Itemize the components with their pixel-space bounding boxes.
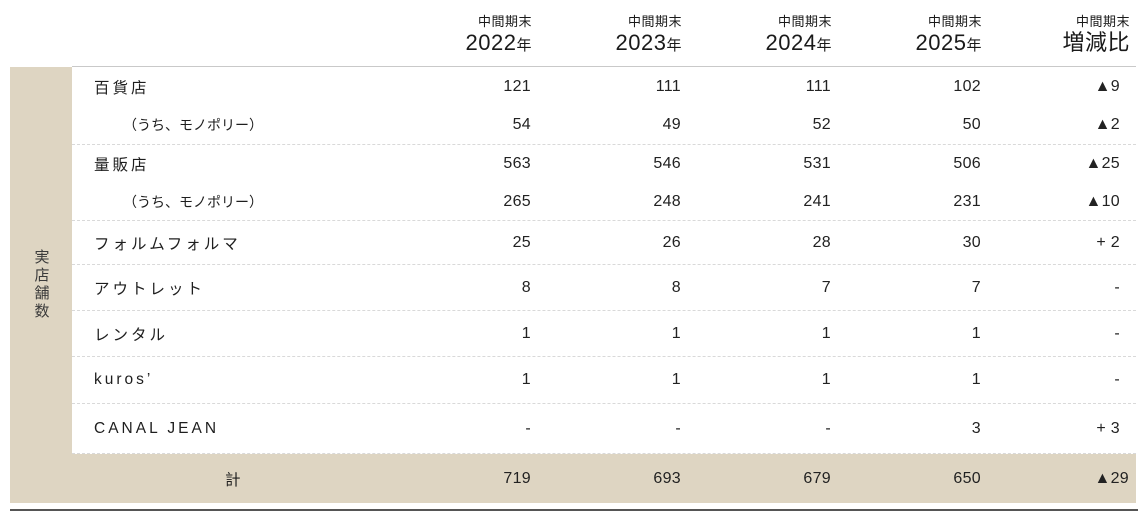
value-cell: 121 — [503, 77, 531, 95]
table-row: アウトレット 8 8 7 7 - — [72, 265, 1136, 311]
value-cell: ▲9 — [1094, 77, 1120, 95]
table-row: （うち、モノポリー） 265 248 241 231 ▲10 — [72, 183, 1136, 221]
row-group-label: 実店舗数 — [32, 249, 50, 321]
value-cell: 25 — [512, 233, 531, 251]
total-value-cell: 679 — [803, 469, 831, 487]
total-row: 計 719 693 679 650 ▲29 — [72, 454, 1136, 503]
value-cell: 241 — [803, 192, 831, 210]
value-cell: 1 — [671, 324, 681, 342]
column-header: 中間期末 2022年 — [388, 0, 538, 66]
table-content: 中間期末 2022年 中間期末 2023年 中間期末 2024年 中間期末 20… — [72, 0, 1136, 454]
table-row: （うち、モノポリー） 54 49 52 50 ▲2 — [72, 106, 1136, 145]
value-cell: 8 — [671, 278, 681, 296]
value-cell: 8 — [521, 278, 531, 296]
table-body: 百貨店 121 111 111 102 ▲9 （うち、モノポリー） 54 49 52 50 ▲2… — [72, 67, 1136, 454]
value-cell: 3 — [971, 419, 981, 437]
value-cell: 7 — [821, 278, 831, 296]
value-cell: 1 — [821, 371, 831, 388]
table-bottom-border — [10, 509, 1138, 511]
value-cell: 546 — [653, 155, 681, 172]
value-cell: + 3 — [1096, 419, 1120, 437]
row-label: kuros’ — [94, 371, 154, 388]
value-cell: - — [1114, 371, 1120, 388]
row-label: 量販店 — [94, 157, 150, 174]
value-cell: 1 — [971, 371, 981, 388]
total-value-cell: ▲29 — [1094, 469, 1129, 487]
column-period-label: 中間期末 — [1075, 14, 1130, 29]
value-cell: - — [1114, 278, 1120, 296]
value-cell: 50 — [962, 116, 981, 133]
column-year-label: 2025年 — [915, 30, 982, 55]
value-cell: 52 — [812, 116, 831, 133]
table-row: kuros’ 1 1 1 1 - — [72, 357, 1136, 404]
value-cell: - — [1114, 324, 1120, 342]
column-year-label: 2022年 — [465, 30, 532, 55]
value-cell: 265 — [503, 192, 531, 210]
table-row: 量販店 563 546 531 506 ▲25 — [72, 145, 1136, 183]
row-label: CANAL JEAN — [94, 419, 220, 437]
value-cell: 506 — [953, 155, 981, 172]
value-cell: + 2 — [1096, 233, 1120, 251]
value-cell: 26 — [662, 233, 681, 251]
value-cell: 563 — [503, 155, 531, 172]
value-cell: 248 — [653, 192, 681, 210]
value-cell: 111 — [655, 77, 681, 95]
value-cell: 1 — [671, 371, 681, 388]
column-year-label: 増減比 — [1062, 30, 1130, 55]
row-group-sidebar: 実店舗数 — [10, 67, 72, 503]
row-label: （うち、モノポリー） — [123, 117, 263, 133]
column-period-label: 中間期末 — [627, 14, 682, 29]
value-cell: ▲25 — [1085, 155, 1120, 172]
value-cell: 28 — [812, 233, 831, 251]
table-row: 百貨店 121 111 111 102 ▲9 — [72, 67, 1136, 106]
row-label: アウトレット — [94, 280, 206, 298]
value-cell: ▲10 — [1085, 192, 1120, 210]
value-cell: 49 — [662, 116, 681, 133]
value-cell: 1 — [821, 324, 831, 342]
row-label: （うち、モノポリー） — [123, 193, 263, 210]
column-year-label: 2023年 — [615, 30, 682, 55]
value-cell: 1 — [521, 371, 531, 388]
table-row: フォルムフォルマ 25 26 28 30 + 2 — [72, 221, 1136, 265]
column-header: 中間期末 増減比 — [988, 0, 1136, 66]
value-cell: - — [525, 419, 531, 437]
value-cell: 1 — [521, 324, 531, 342]
value-cell: - — [825, 419, 831, 437]
total-value-cell: 693 — [653, 469, 681, 487]
row-label: 百貨店 — [94, 79, 150, 97]
value-cell: 1 — [971, 324, 981, 342]
column-header: 中間期末 2025年 — [838, 0, 988, 66]
table-header-row: 中間期末 2022年 中間期末 2023年 中間期末 2024年 中間期末 20… — [72, 0, 1136, 67]
value-cell: 7 — [971, 278, 981, 296]
total-value-cell: 650 — [953, 469, 981, 487]
value-cell: 30 — [962, 233, 981, 251]
value-cell: 231 — [953, 192, 981, 210]
column-period-label: 中間期末 — [777, 14, 832, 29]
column-period-label: 中間期末 — [927, 14, 982, 29]
value-cell: 111 — [805, 77, 831, 95]
column-header: 中間期末 2023年 — [538, 0, 688, 66]
value-cell: 54 — [512, 116, 531, 133]
total-label: 計 — [225, 471, 242, 489]
value-cell: 102 — [953, 77, 981, 95]
total-value-cell: 719 — [503, 469, 531, 487]
column-period-label: 中間期末 — [477, 14, 532, 29]
value-cell: 531 — [803, 155, 831, 172]
table-row: CANAL JEAN - - - 3 + 3 — [72, 404, 1136, 454]
column-year-label: 2024年 — [765, 30, 832, 55]
table-row: レンタル 1 1 1 1 - — [72, 311, 1136, 357]
value-cell: ▲2 — [1094, 116, 1120, 133]
column-header: 中間期末 2024年 — [688, 0, 838, 66]
header-spacer — [72, 0, 388, 66]
row-label: レンタル — [94, 326, 169, 344]
row-label: フォルムフォルマ — [94, 235, 241, 253]
value-cell: - — [675, 419, 681, 437]
